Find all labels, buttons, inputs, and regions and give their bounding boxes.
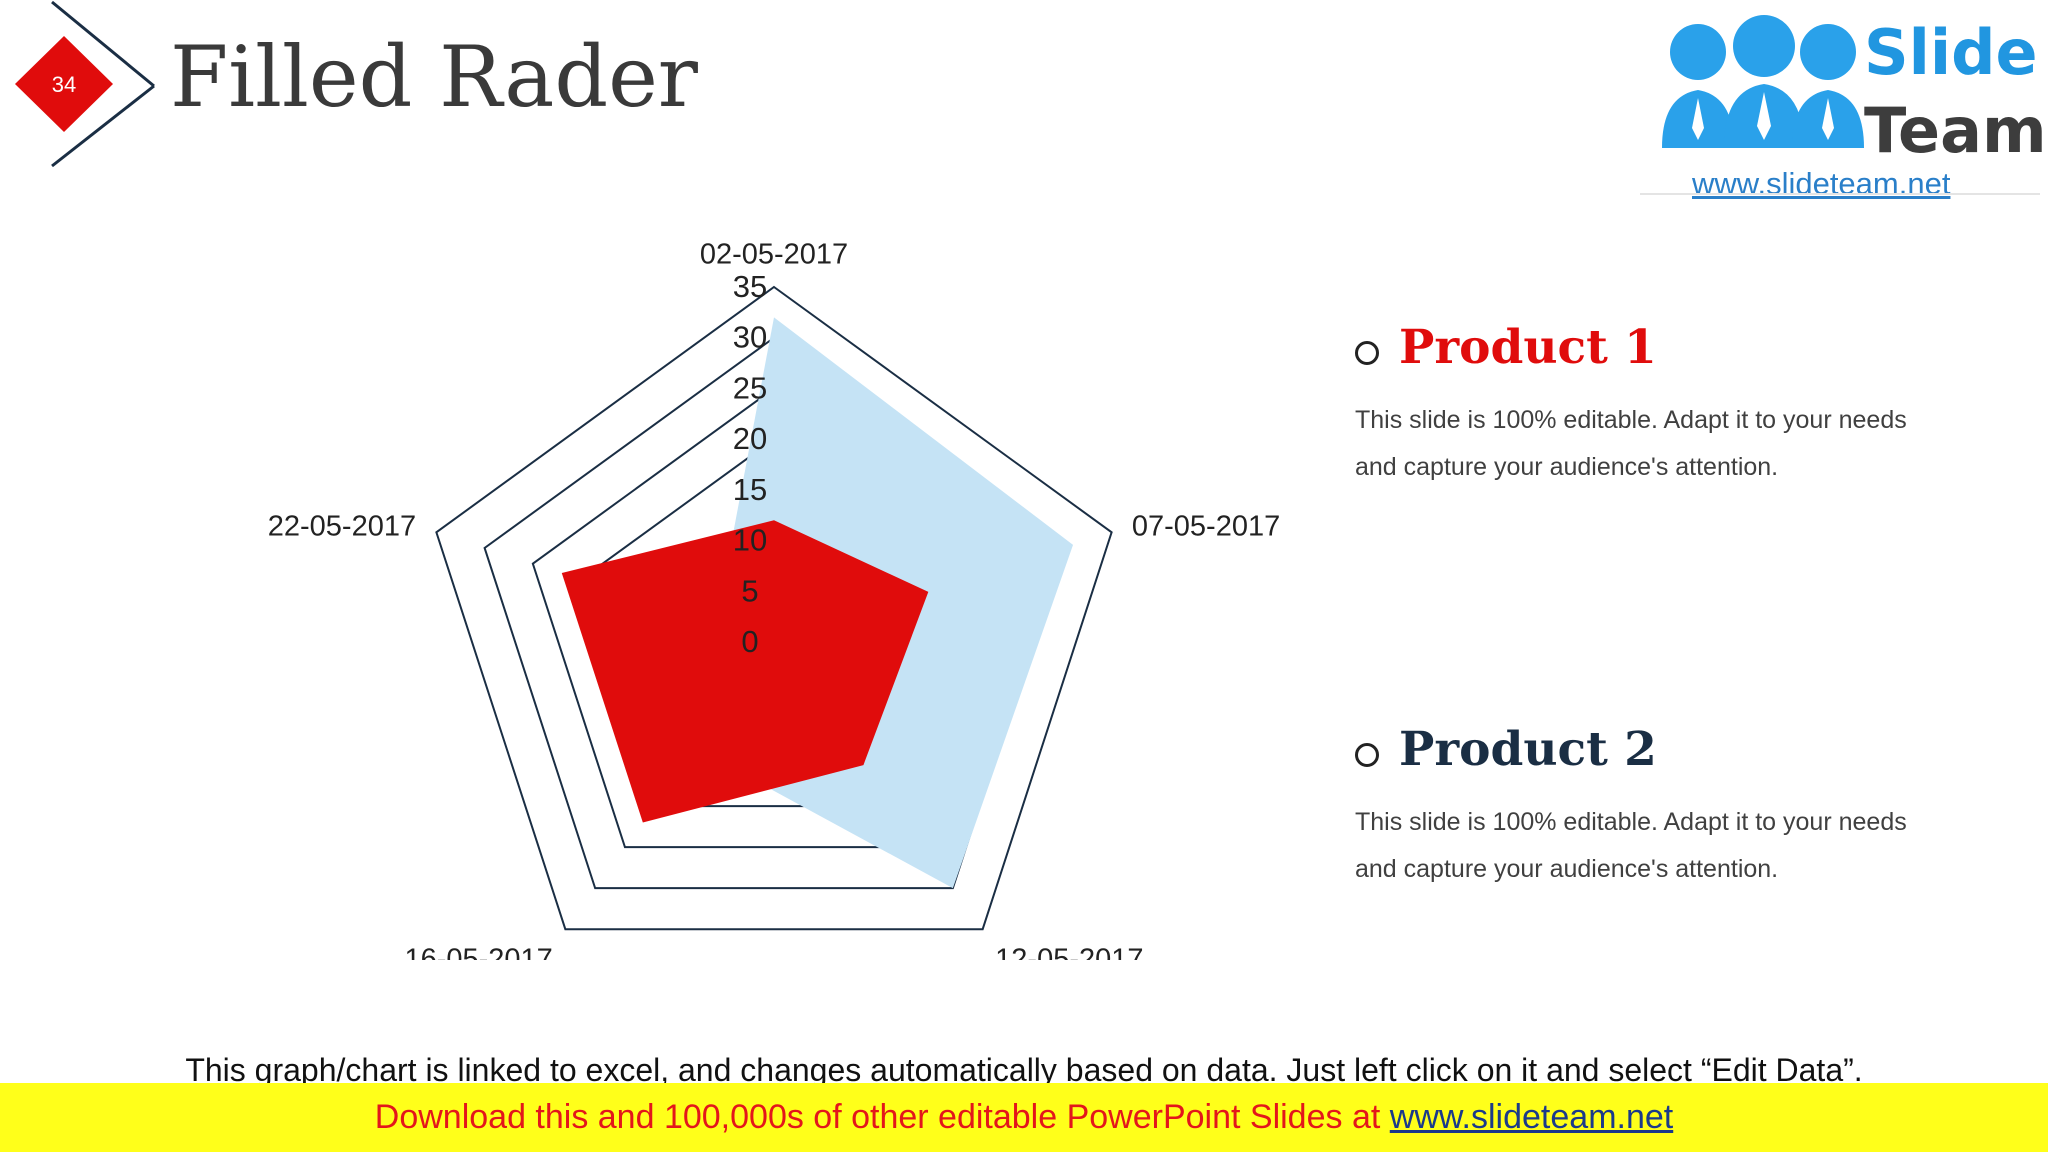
logo-url-link[interactable]: www.slideteam.net [1692, 166, 1950, 202]
radial-tick-label: 35 [733, 269, 767, 304]
radial-tick-label: 20 [733, 421, 767, 456]
legend-description-product-2: This slide is 100% editable. Adapt it to… [1355, 799, 1935, 893]
logo-word-slide: Slide [1864, 22, 2038, 84]
logo-divider [1640, 193, 2040, 195]
radial-tick-label: 15 [733, 472, 767, 507]
slideteam-logo: Slide Team www.slideteam.net [1640, 0, 2040, 200]
slide-number: 34 [52, 72, 76, 97]
download-banner: Download this and 100,000s of other edit… [0, 1083, 2048, 1152]
legend-title-product-1: Product 1 [1399, 320, 1657, 375]
radial-tick-label: 5 [741, 573, 758, 608]
banner-link[interactable]: www.slideteam.net [1390, 1098, 1673, 1136]
legend-description-product-1: This slide is 100% editable. Adapt it to… [1355, 397, 1935, 491]
people-logo-icon [1656, 8, 1876, 168]
category-label: 22-05-2017 [268, 511, 416, 543]
legend-product-2: Product 2 This slide is 100% editable. A… [1355, 722, 1975, 893]
circle-bullet-icon [1355, 743, 1379, 767]
radar-chart: 02-05-2017 07-05-2017 12-05-2017 16-05-2017… [240, 200, 1340, 960]
radial-tick-label: 30 [733, 320, 767, 355]
slide-number-badge: 34 [0, 0, 170, 170]
radial-tick-label: 10 [733, 523, 767, 558]
radial-tick-label: 0 [741, 624, 758, 659]
category-label: 12-05-2017 [995, 943, 1143, 960]
banner-text: Download this and 100,000s of other edit… [375, 1098, 1390, 1136]
logo-word-team: Team [1864, 100, 2047, 162]
page-title: Filled Rader [170, 28, 698, 126]
radial-tick-label: 25 [733, 370, 767, 405]
legend-title-product-2: Product 2 [1399, 722, 1657, 777]
circle-bullet-icon [1355, 341, 1379, 365]
category-label: 02-05-2017 [700, 239, 848, 271]
radar-series [562, 317, 1073, 888]
badge-graphic: 34 [0, 0, 170, 170]
legend-product-1: Product 1 This slide is 100% editable. A… [1355, 320, 1975, 491]
category-label: 07-05-2017 [1132, 511, 1280, 543]
category-label: 16-05-2017 [404, 943, 552, 960]
